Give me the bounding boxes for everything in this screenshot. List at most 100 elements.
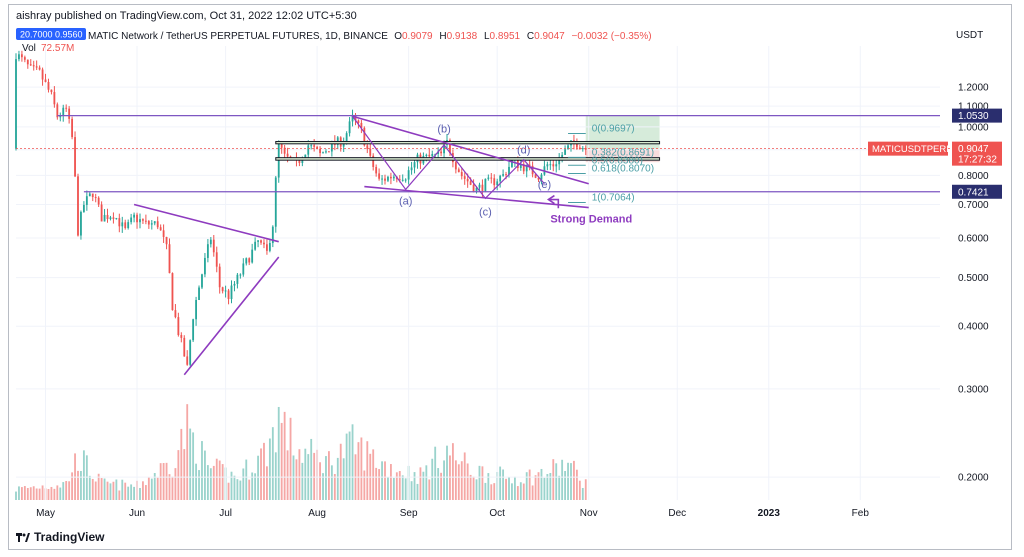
candle-body (77, 176, 79, 236)
annotation-arrow (548, 198, 560, 209)
candle-body (209, 239, 212, 245)
time-axis[interactable]: May Jun Jul Aug Sep Oct Nov Dec 2023 Feb (36, 508, 869, 519)
volume-bar (387, 477, 389, 500)
candle-body (381, 178, 383, 180)
support-zone (275, 140, 661, 145)
candle-body (180, 335, 183, 338)
candle-body (457, 169, 460, 173)
candle-body (499, 175, 502, 182)
volume-bar (454, 460, 457, 500)
volume-bar (233, 475, 236, 500)
candle-body (478, 184, 481, 188)
volume-bar (449, 455, 451, 500)
candle-body (525, 164, 528, 172)
candle-body (189, 340, 192, 365)
candle-body (345, 133, 348, 144)
level-price-tag[interactable] (952, 184, 1002, 199)
candle-body (325, 151, 327, 153)
candle-body (186, 356, 189, 365)
level-price-tag[interactable] (952, 108, 1002, 123)
candle-body (575, 143, 578, 148)
symbol-tag-label: MATICUSDTPERP (872, 144, 953, 155)
volume-bar (162, 463, 165, 500)
symbol-title[interactable]: MATIC Network / TetherUS PERPETUAL FUTUR… (88, 31, 388, 42)
volume-bar (319, 462, 321, 500)
symbol-badge[interactable]: 20.7000 0.9560 (20, 30, 83, 40)
candle-body (80, 211, 82, 236)
volume-bar (218, 460, 221, 500)
volume-bar (558, 475, 561, 500)
volume-bar (375, 467, 378, 500)
candle-body (567, 145, 569, 150)
candle-body (53, 92, 56, 105)
candle-body (466, 178, 469, 182)
candle-body (65, 107, 68, 109)
candle-body (224, 290, 227, 292)
fib-level-label: 1(0.7064) (592, 192, 635, 203)
volume-bar (59, 487, 62, 500)
candle-body (112, 217, 115, 219)
volume-bar (77, 470, 79, 500)
ohlc-l-label: L (484, 31, 490, 42)
candle-body (124, 222, 127, 229)
volume-bar (310, 438, 313, 500)
ohlc-readout: O0.9079 H0.9138 L0.8951 C0.9047 −0.0032 … (394, 31, 651, 42)
volume-bar (195, 463, 197, 500)
x-tick-label: Feb (852, 508, 870, 519)
candle-body (508, 166, 510, 175)
volume-bar (543, 477, 546, 500)
volume-bar (15, 491, 17, 500)
candle-body (50, 89, 53, 93)
volume-bar (230, 471, 233, 500)
candle-body (68, 108, 71, 119)
x-tick-label: Dec (668, 508, 686, 519)
volume-bar (440, 472, 443, 500)
drawings: 0(0.9697) 0.382(0.8691)0.5(0.8380)0.618(0… (16, 115, 952, 376)
volume-bar (144, 485, 147, 500)
volume-bar (581, 487, 584, 500)
volume-bar (41, 485, 44, 500)
x-tick-label: 2023 (758, 508, 781, 519)
candle-body (578, 147, 581, 150)
candle-body (475, 187, 478, 192)
candle-body (460, 172, 463, 177)
y-tick-label: 1.0000 (958, 122, 989, 133)
volume-bar (398, 471, 401, 500)
x-tick-label: Nov (580, 508, 598, 519)
candle-body (215, 252, 218, 267)
volume-bar (336, 457, 339, 500)
symbol-badge-box[interactable] (16, 28, 86, 40)
candle-body (328, 151, 330, 153)
candle-body (407, 170, 410, 180)
volume-bar (416, 483, 419, 500)
candle-body (91, 193, 94, 198)
volume-bar (127, 486, 130, 500)
publisher-line: aishray published on TradingView.com, Oc… (16, 10, 357, 22)
symbol-tag[interactable] (868, 141, 948, 156)
volume-bar (274, 452, 277, 500)
volume-bar (62, 482, 65, 500)
volume-bar (192, 432, 195, 500)
fib-level-label: 0(0.9697) (592, 124, 635, 135)
volume-bar (139, 487, 141, 500)
candle-body (47, 81, 50, 90)
volume-bar (460, 461, 463, 500)
volume-value: 72.57M (41, 43, 74, 54)
trendline (183, 256, 280, 376)
candle-body (505, 174, 507, 176)
volume-bar (88, 475, 91, 500)
price-axis[interactable]: 1.20001.10001.00000.90000.80000.70000.60… (868, 83, 1002, 484)
volume-bar (511, 483, 513, 500)
candle-body (389, 176, 392, 179)
candle-body (201, 274, 203, 288)
candle-body (366, 145, 369, 149)
candle-body (534, 174, 537, 178)
axis-unit: USDT (956, 30, 983, 41)
volume-bar (180, 428, 183, 500)
tradingview-logo[interactable]: TradingView (16, 530, 104, 544)
candle-body (100, 204, 103, 222)
volume-bar (186, 404, 189, 500)
x-tick-label: Oct (489, 508, 505, 519)
last-price-tag[interactable] (952, 141, 1002, 166)
